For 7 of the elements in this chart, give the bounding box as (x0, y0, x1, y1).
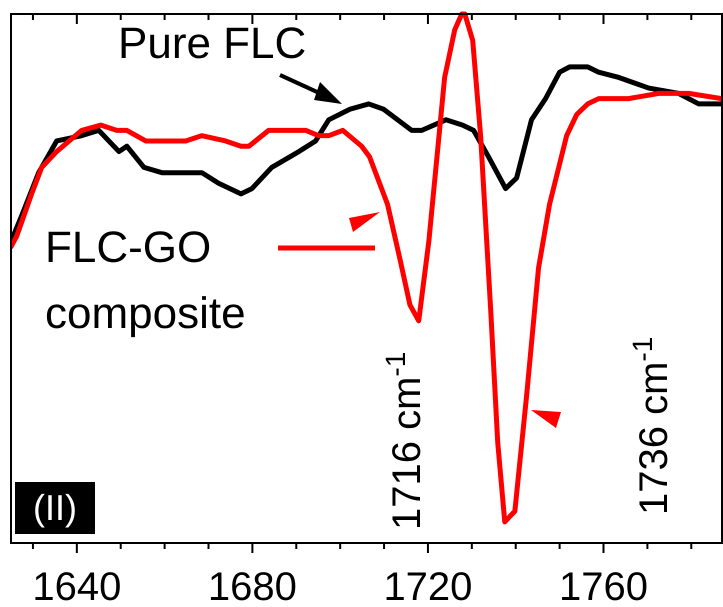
x-tick-label: 1680 (208, 565, 297, 607)
x-tick-label: 1760 (559, 565, 648, 607)
legend-label: Pure FLC (118, 19, 306, 68)
annotation: (II) (33, 487, 77, 528)
legend-label: FLC-GO composite (45, 223, 246, 338)
x-tick-label: 1720 (383, 565, 472, 607)
x-tick-label: 1640 (32, 565, 122, 607)
